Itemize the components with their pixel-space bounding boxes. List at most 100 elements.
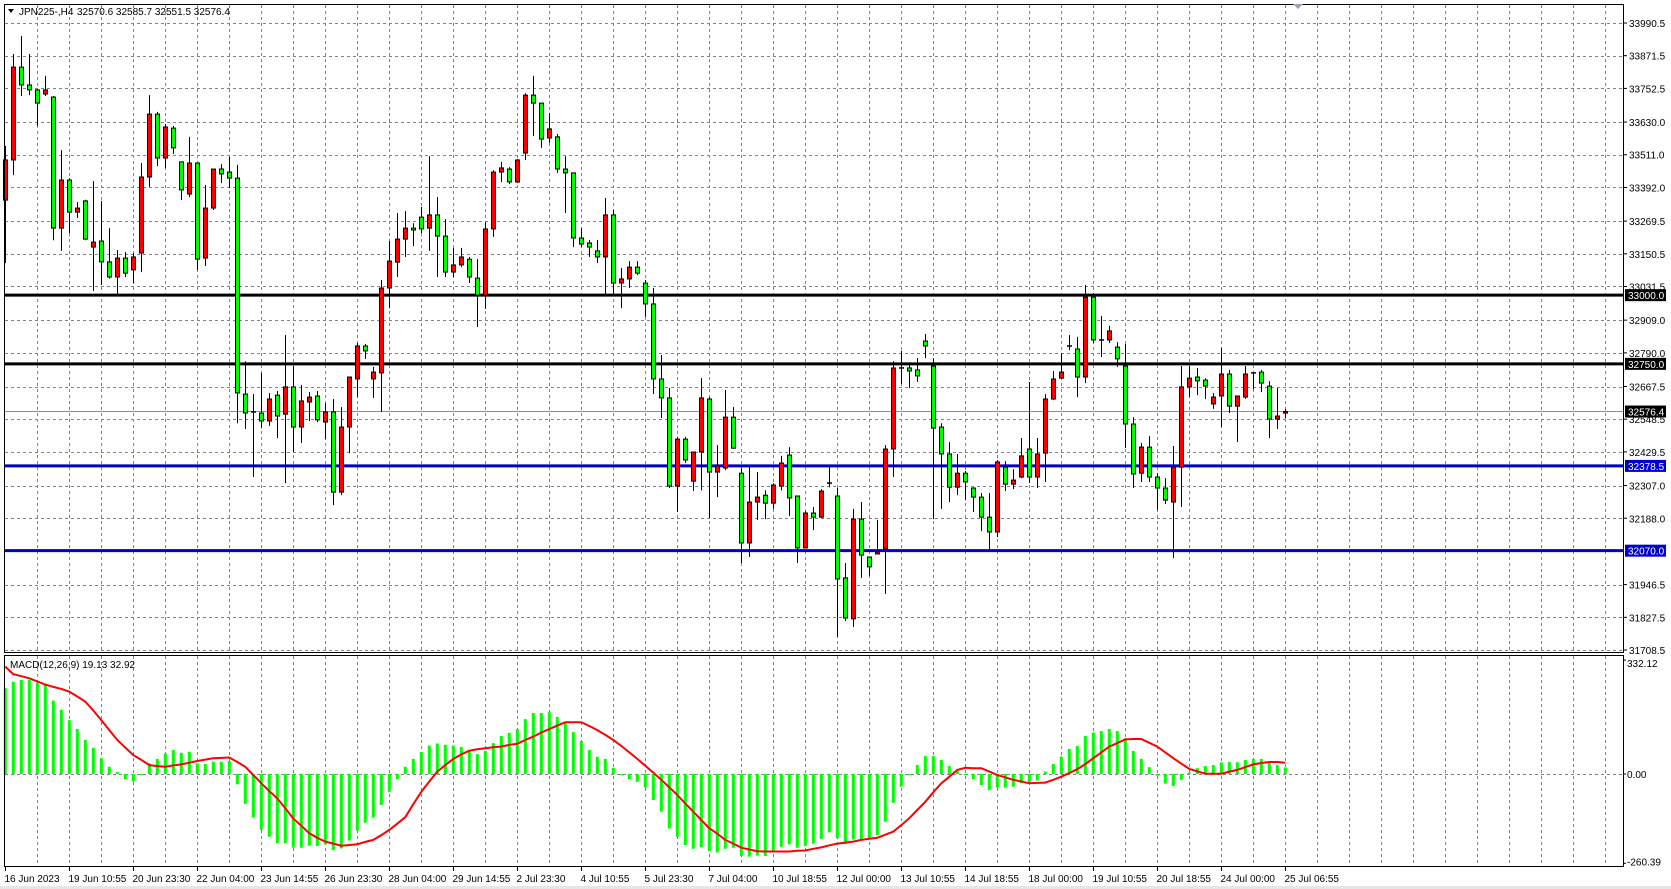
candle	[1243, 366, 1248, 400]
candle-body	[955, 472, 960, 488]
candle	[507, 167, 512, 185]
candle	[803, 511, 808, 549]
candle-body	[267, 398, 272, 422]
macd-histogram-bar	[411, 758, 415, 774]
candle	[939, 423, 944, 509]
macd-histogram-bar	[59, 709, 63, 774]
candle-body	[131, 256, 136, 271]
candle-body	[547, 128, 552, 139]
current-price-tag-label: 32576.4	[1628, 408, 1665, 419]
candle	[19, 36, 24, 96]
candle-body	[939, 426, 944, 455]
candle	[739, 467, 744, 564]
candle-body	[259, 412, 264, 422]
candle-body	[523, 94, 528, 154]
candle-body	[1115, 346, 1120, 360]
time-tick-label: 13 Jul 10:55	[901, 874, 956, 885]
candle	[3, 145, 8, 264]
candle	[1043, 394, 1048, 482]
candle	[395, 212, 400, 278]
macd-histogram-bar	[939, 759, 943, 774]
macd-histogram-bar	[419, 752, 423, 774]
candle-body	[83, 200, 88, 240]
candle-body	[155, 113, 160, 159]
candle	[1067, 334, 1072, 351]
time-tick-label: 25 Jul 06:55	[1285, 874, 1340, 885]
candle	[651, 288, 656, 395]
macd-histogram-bar	[1139, 758, 1143, 774]
candle-body	[1003, 466, 1008, 485]
candle-body	[427, 214, 432, 229]
candle	[139, 162, 144, 273]
candle	[251, 394, 256, 478]
macd-histogram-bar	[1091, 732, 1095, 774]
chart-shift-marker-icon[interactable]	[1293, 4, 1303, 9]
macd-histogram-bar	[107, 766, 111, 774]
macd-histogram-bar	[883, 774, 887, 822]
candle-body	[1019, 455, 1024, 478]
macd-histogram-bar	[699, 774, 703, 848]
candle	[243, 361, 248, 429]
candle	[579, 228, 584, 248]
candle-body	[531, 94, 536, 104]
macd-histogram-bar	[891, 774, 895, 803]
candle-body	[171, 127, 176, 149]
candle	[683, 436, 688, 464]
time-tick-label: 29 Jun 14:55	[453, 874, 511, 885]
candle	[259, 372, 264, 429]
macd-histogram-bar	[387, 774, 391, 792]
candle	[307, 392, 312, 421]
candle	[1011, 469, 1016, 490]
macd-axis-label-top: 332.12	[1627, 659, 1658, 670]
candle-body	[291, 386, 296, 428]
candle-body	[755, 496, 760, 503]
candle	[963, 470, 968, 501]
price-tick-label: 32909.0	[1629, 316, 1666, 327]
candle-body	[187, 162, 192, 195]
candle-body	[699, 397, 704, 453]
time-tick-label: 4 Jul 10:55	[581, 874, 630, 885]
macd-histogram-bar	[1163, 774, 1167, 784]
candle-body	[507, 168, 512, 183]
candle	[1107, 325, 1112, 343]
candle-body	[1035, 453, 1040, 478]
time-tick-label: 10 Jul 18:55	[773, 874, 828, 885]
macd-histogram-bar	[243, 774, 247, 804]
macd-histogram-bar	[483, 751, 487, 774]
candle-body	[475, 277, 480, 296]
macd-histogram-bar	[963, 774, 967, 775]
candle	[787, 447, 792, 517]
candle-body	[371, 371, 376, 380]
candle	[907, 364, 912, 389]
candle	[67, 178, 72, 234]
candle-body	[1147, 446, 1152, 478]
macd-histogram-bar	[3, 688, 7, 774]
candle	[131, 253, 136, 284]
macd-histogram-bar	[531, 712, 535, 774]
candle-body	[403, 227, 408, 240]
candle-body	[819, 490, 824, 518]
time-tick-label: 12 Jul 00:00	[837, 874, 892, 885]
collapse-triangle-icon[interactable]	[8, 9, 14, 13]
candle-body	[1219, 373, 1224, 397]
macd-histogram-bar	[123, 774, 127, 780]
candle	[299, 384, 304, 443]
macd-histogram-bar	[339, 774, 343, 849]
macd-histogram-bar	[563, 721, 567, 774]
candle	[267, 392, 272, 426]
candle	[275, 391, 280, 439]
candle-body	[1155, 476, 1160, 489]
macd-indicator	[3, 665, 1287, 857]
macd-histogram-bar	[299, 774, 303, 848]
candle-body	[411, 227, 416, 231]
candle	[115, 250, 120, 295]
candle-body	[603, 214, 608, 258]
candle-body	[667, 397, 672, 487]
candle-body	[43, 89, 48, 95]
macd-histogram-bar	[11, 681, 15, 774]
macd-histogram-bar	[1211, 765, 1215, 774]
candle	[1211, 392, 1216, 409]
macd-histogram-bar	[547, 712, 551, 774]
candle	[1091, 292, 1096, 343]
